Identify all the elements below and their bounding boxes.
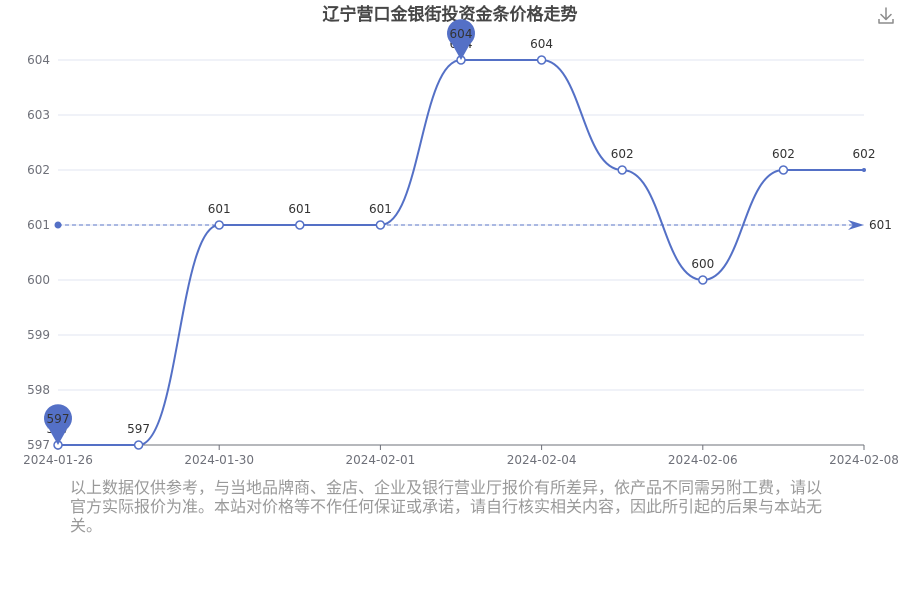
y-tick-label: 599 <box>27 328 50 342</box>
data-point <box>375 220 386 230</box>
data-label: 602 <box>611 147 634 161</box>
extreme-markers: 604 597 <box>44 19 475 445</box>
data-label: 602 <box>853 147 876 161</box>
data-point <box>698 275 708 285</box>
average-line: 601 <box>54 218 892 232</box>
max-marker-shape <box>447 19 475 60</box>
x-tick-label: 2024-02-04 <box>507 453 577 467</box>
y-tick-label: 597 <box>27 438 50 452</box>
data-label: 601 <box>288 202 311 216</box>
chart-title: 辽宁营口金银街投资金条价格走势 <box>323 4 578 25</box>
axes: 597 598 599 600 601 602 603 604 2024-01-26 2024-0… <box>23 53 899 467</box>
data-point <box>214 220 224 230</box>
price-series-line <box>58 58 864 447</box>
data-point <box>862 168 866 172</box>
y-tick-label: 602 <box>27 163 50 177</box>
data-point <box>778 165 789 175</box>
data-point <box>536 55 547 65</box>
data-point <box>295 220 305 230</box>
data-point <box>133 440 144 450</box>
y-tick-label: 598 <box>27 383 50 397</box>
x-tick-label: 2024-01-26 <box>23 453 93 467</box>
x-tick-label: 2024-02-08 <box>829 453 899 467</box>
max-marker-label: 604 <box>450 27 473 41</box>
y-tick-label: 603 <box>27 108 50 122</box>
min-marker-label: 597 <box>47 412 70 426</box>
average-line-start <box>54 221 62 229</box>
disclaimer-text: 以上数据仅供参考，与当地品牌商、金店、企业及银行营业厅报价有所差异，依产品不同需… <box>70 478 823 535</box>
y-tick-label: 600 <box>27 273 50 287</box>
data-label: 600 <box>691 257 714 271</box>
data-point <box>617 165 627 175</box>
data-label: 602 <box>772 147 795 161</box>
x-tick-label: 2024-02-06 <box>668 453 738 467</box>
download-icon[interactable] <box>874 4 898 28</box>
x-tick-label: 2024-01-30 <box>184 453 254 467</box>
y-tick-label: 601 <box>27 218 50 232</box>
data-label: 597 <box>127 422 150 436</box>
y-tick-label: 604 <box>27 53 50 67</box>
average-line-label: 601 <box>869 218 892 232</box>
x-tick-label: 2024-02-01 <box>346 453 416 467</box>
data-label: 604 <box>530 37 553 51</box>
average-line-arrow <box>848 220 864 230</box>
min-marker-shape <box>44 404 73 445</box>
data-label: 601 <box>208 202 231 216</box>
data-label: 601 <box>369 202 392 216</box>
